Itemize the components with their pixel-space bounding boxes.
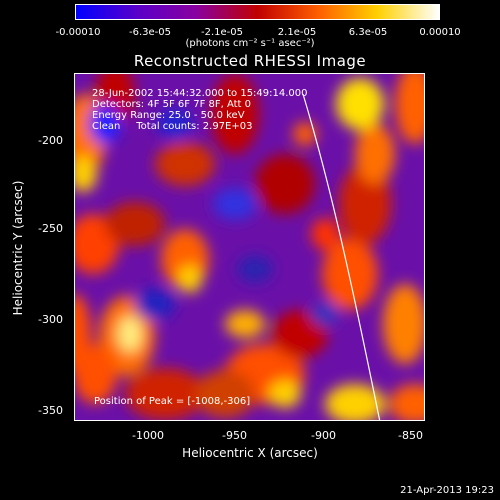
emission-blob bbox=[157, 108, 193, 140]
info-total-counts: Clean Total counts: 2.97E+03 bbox=[92, 121, 253, 132]
x-tick-label: -950 bbox=[222, 429, 247, 442]
emission-blob bbox=[395, 74, 424, 144]
timestamp: 21-Apr-2013 19:23 bbox=[400, 485, 494, 496]
y-tick-label: -300 bbox=[38, 313, 63, 326]
colorbar-units: (photons cm⁻² s⁻¹ asec⁻²) bbox=[185, 38, 315, 49]
emission-blob bbox=[75, 294, 91, 374]
colorbar-tick: -2.1e-05 bbox=[201, 27, 243, 38]
info-detectors: Detectors: 4F 5F 6F 7F 8F, Att 0 bbox=[92, 99, 252, 110]
info-energy-range: Energy Range: 25.0 - 50.0 keV bbox=[92, 110, 245, 121]
x-tick-label: -850 bbox=[398, 429, 423, 442]
colorbar-tick: -0.00010 bbox=[55, 27, 101, 38]
emission-blob bbox=[135, 288, 175, 320]
emission-blob bbox=[125, 368, 205, 420]
colorbar-tick: -6.3e-05 bbox=[129, 27, 171, 38]
emission-blob bbox=[293, 122, 317, 146]
emission-blob bbox=[325, 384, 385, 420]
info-time-range: 28-Jun-2002 15:44:32.000 to 15:49:14.000 bbox=[92, 88, 308, 99]
emission-blob bbox=[237, 255, 273, 283]
rhessi-image bbox=[75, 74, 424, 420]
emission-blob bbox=[383, 284, 424, 364]
emission-blob bbox=[75, 156, 97, 192]
x-axis-label: Heliocentric X (arcsec) bbox=[182, 446, 318, 460]
emission-blob bbox=[255, 154, 315, 214]
solar-limb-line bbox=[302, 93, 381, 420]
emission-blob bbox=[178, 265, 202, 293]
colorbar-tick: 0.00010 bbox=[419, 27, 461, 38]
emission-blob bbox=[339, 164, 391, 244]
colorbar-tick: 6.3e-05 bbox=[348, 27, 388, 38]
peak-position: Position of Peak = [-1008,-306] bbox=[94, 396, 251, 407]
emission-blob bbox=[213, 188, 257, 220]
emission-blob bbox=[269, 380, 301, 408]
emission-blob bbox=[89, 104, 121, 144]
emission-blob bbox=[355, 124, 395, 184]
y-axis-label: Heliocentric Y (arcsec) bbox=[11, 180, 25, 316]
emission-blob bbox=[195, 370, 255, 418]
emission-blob bbox=[389, 384, 424, 420]
x-tick-label: -900 bbox=[311, 429, 336, 442]
emission-blob bbox=[118, 316, 142, 352]
colorbar bbox=[75, 4, 440, 20]
emission-blob bbox=[336, 78, 384, 130]
y-tick-label: -250 bbox=[38, 222, 63, 235]
image-title: Reconstructed RHESSI Image bbox=[133, 52, 367, 70]
emission-blob bbox=[322, 238, 378, 310]
emission-blob bbox=[272, 310, 328, 358]
image-frame bbox=[74, 73, 425, 421]
colorbar-tick: 2.1e-05 bbox=[277, 27, 317, 38]
emission-blob bbox=[155, 142, 215, 186]
x-tick-label: -1000 bbox=[132, 429, 164, 442]
emission-blob bbox=[211, 74, 259, 154]
emission-blob bbox=[105, 202, 165, 246]
y-tick-label: -200 bbox=[38, 134, 63, 147]
emission-blob bbox=[311, 218, 339, 250]
y-tick-label: -350 bbox=[38, 404, 63, 417]
emission-blob bbox=[225, 310, 265, 338]
emission-blob bbox=[311, 302, 339, 326]
